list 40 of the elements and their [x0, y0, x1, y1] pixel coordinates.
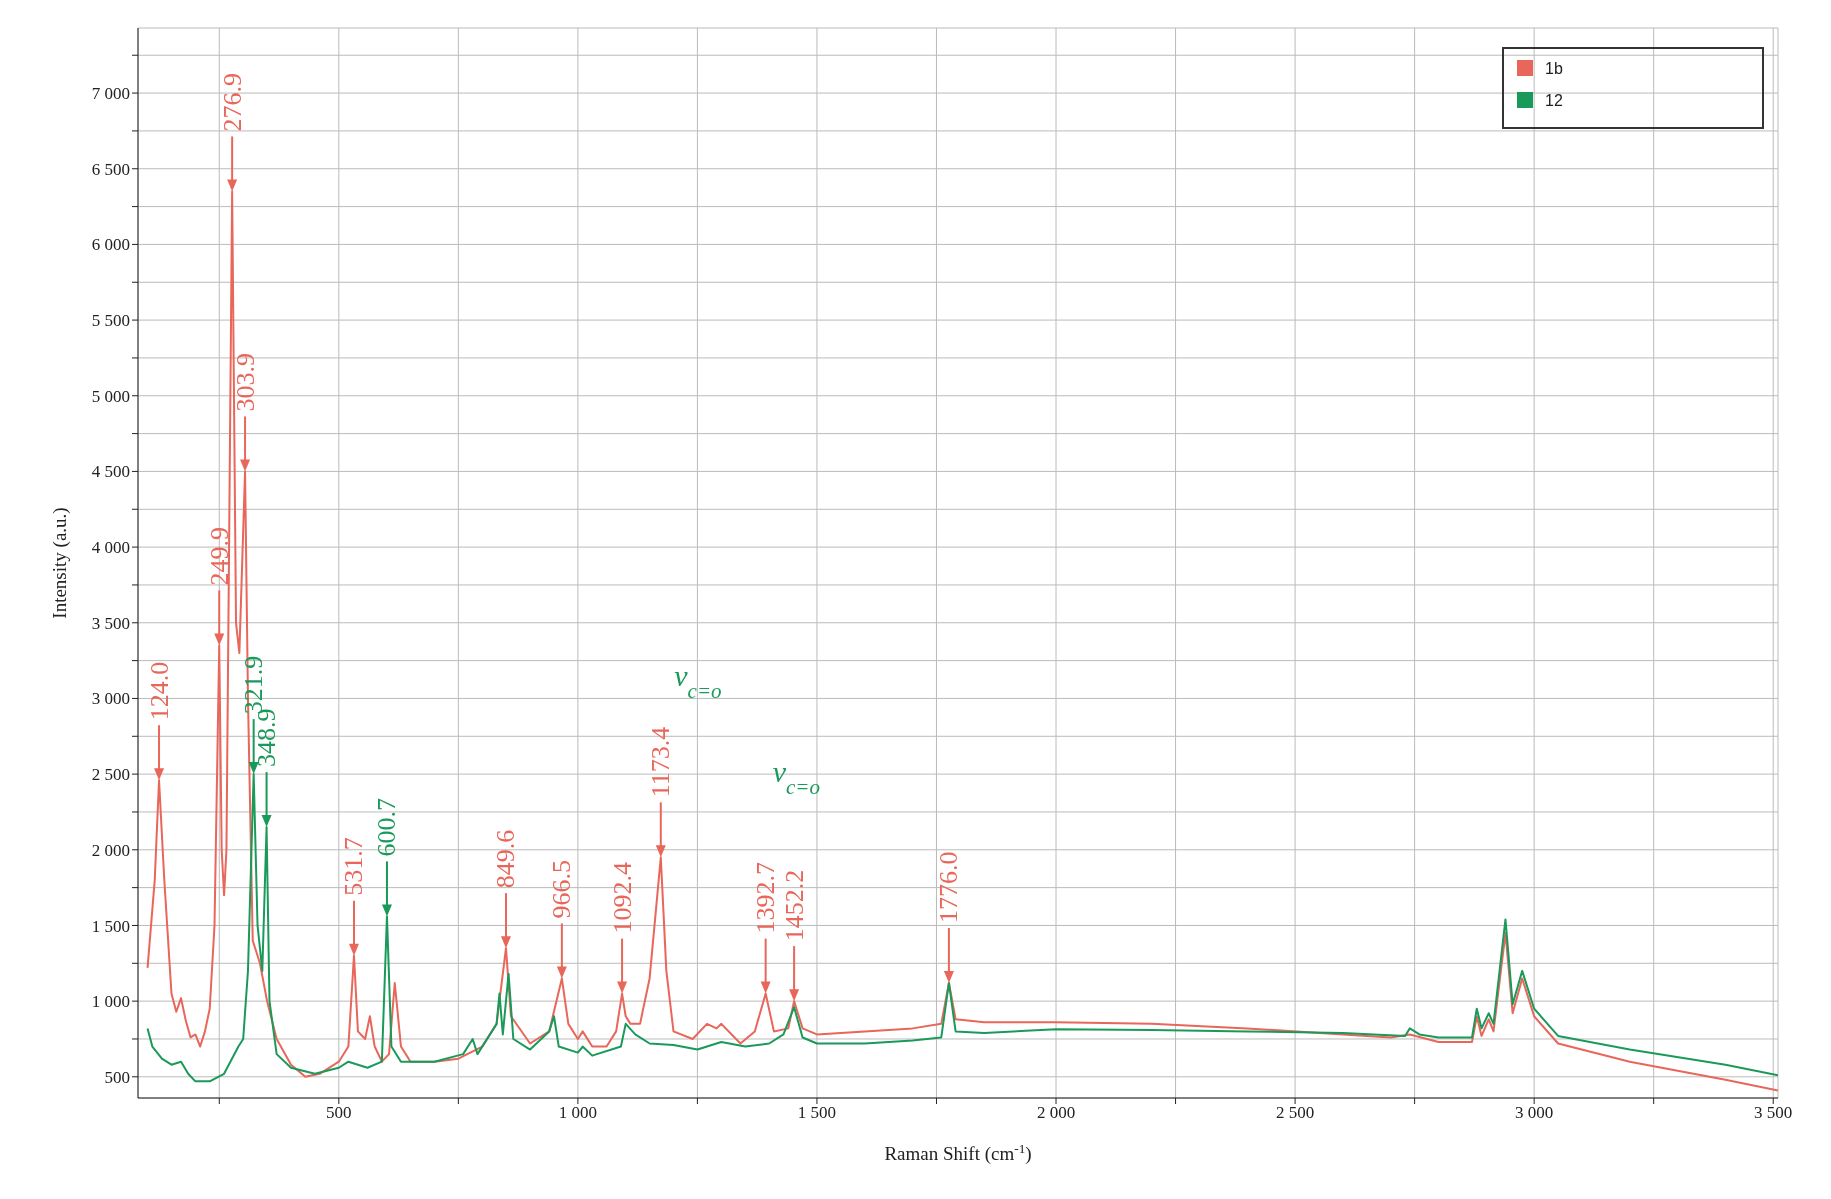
- annotation: 249.9: [204, 526, 234, 586]
- y-axis-title: Intensity (a.u.): [49, 507, 71, 619]
- y-tick-label: 7 000: [91, 84, 130, 104]
- annotation: 531.7: [339, 837, 369, 896]
- y-tick-label: 3 000: [91, 689, 130, 709]
- annotation: 849.6: [491, 829, 521, 889]
- y-tick-label: 6 500: [91, 159, 130, 179]
- annotation: 276.9: [217, 72, 247, 132]
- x-tick-label: 1 500: [797, 1103, 837, 1123]
- y-tick-label: 6 000: [91, 235, 130, 255]
- y-tick-label: 2 500: [91, 765, 130, 785]
- legend-label: 12: [1545, 92, 1563, 109]
- y-tick-label: 2 000: [91, 840, 130, 860]
- y-tick-label: 4 000: [91, 538, 130, 558]
- x-tick-label: 3 000: [1515, 1103, 1554, 1123]
- annotation: 600.7: [372, 797, 402, 857]
- annotation: 1776.0: [934, 851, 964, 923]
- y-tick-label: 5 000: [91, 386, 130, 406]
- x-tick-label: 2 000: [1036, 1103, 1076, 1123]
- annotation: 303.9: [230, 352, 260, 412]
- x-tick-label: 3 500: [1754, 1103, 1793, 1123]
- y-tick-label: 4 500: [91, 462, 130, 482]
- annotation: 124.0: [144, 661, 174, 721]
- annotation: ν$_{c=o}$: [674, 659, 722, 704]
- x-tick-label: 1 000: [558, 1103, 598, 1123]
- annotation: 1392.7: [751, 862, 781, 934]
- legend-label: 1b: [1545, 60, 1563, 77]
- y-tick-label: 500: [104, 1067, 130, 1087]
- y-tick-label: 1 500: [91, 916, 130, 936]
- annotation: 1452.2: [779, 869, 809, 942]
- x-axis-title: Raman Shift (cm$^{-1}$): [884, 1140, 1032, 1165]
- x-tick-label: 500: [326, 1103, 352, 1123]
- x-tick-label: 2 500: [1275, 1103, 1315, 1123]
- y-tick-label: 1 000: [91, 992, 130, 1012]
- y-tick-label: 3 500: [91, 613, 130, 633]
- annotation: ν$_{c=o}$: [772, 755, 821, 800]
- annotation: 1173.4: [646, 726, 676, 798]
- annotation: 1092.4: [607, 862, 637, 934]
- y-tick-label: 5 500: [91, 311, 130, 331]
- annotation: 966.5: [547, 859, 577, 919]
